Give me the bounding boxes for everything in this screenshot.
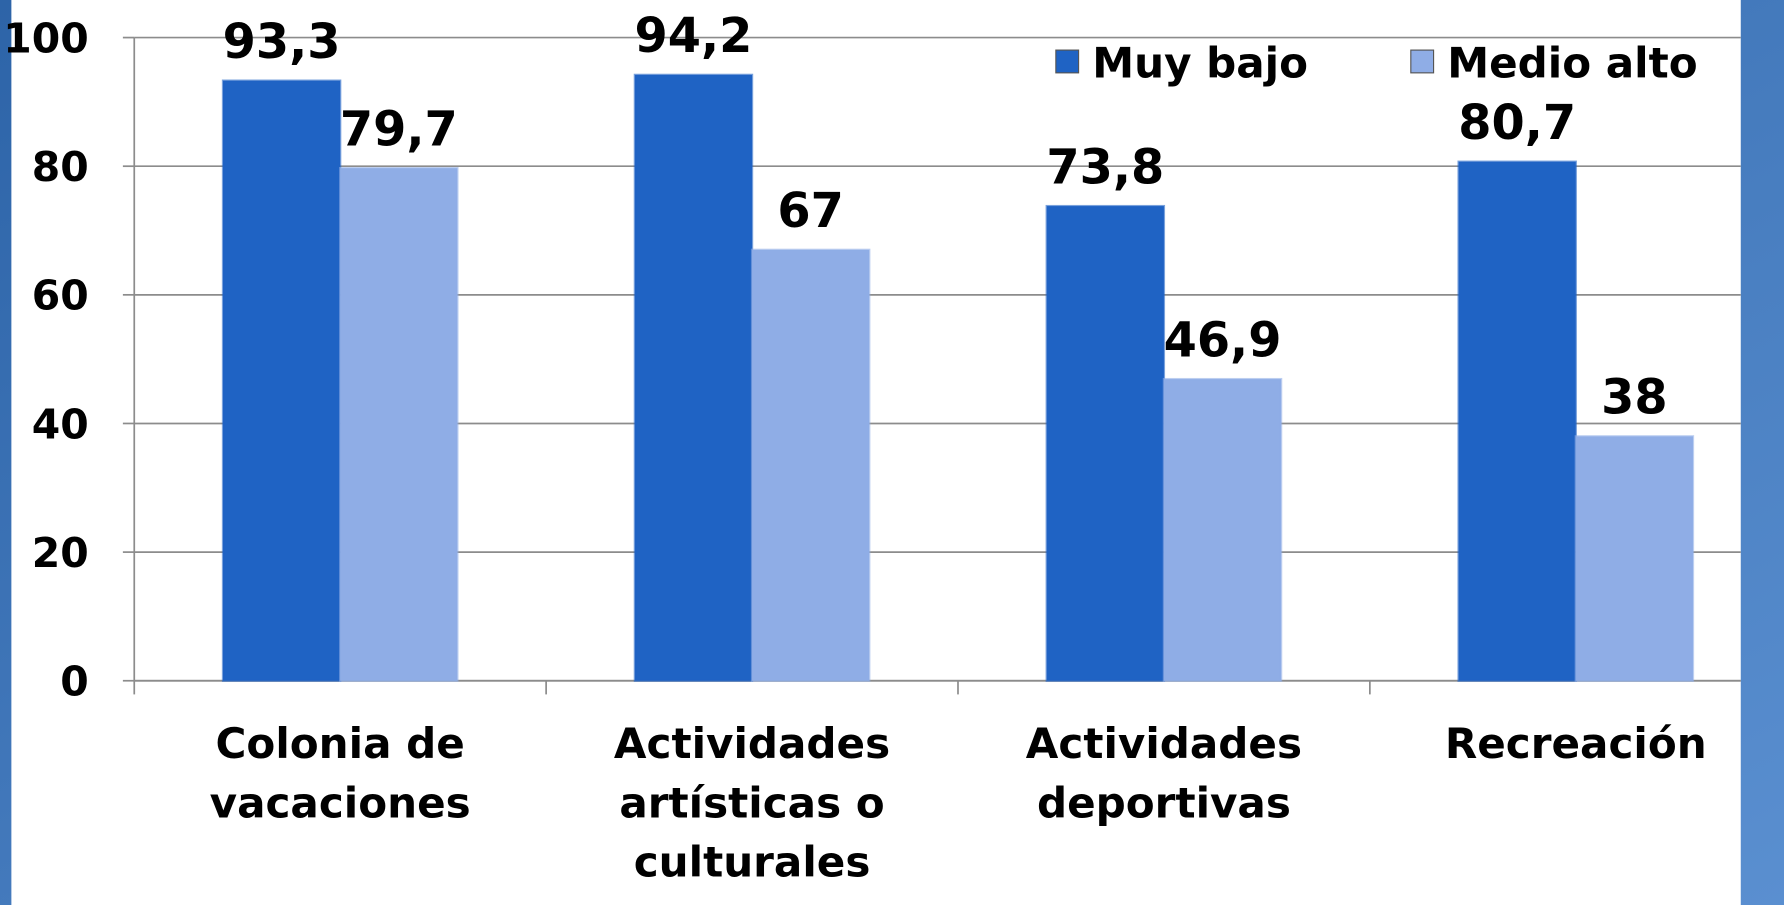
value-label: 93,3 bbox=[223, 15, 341, 70]
bar bbox=[1045, 204, 1166, 682]
legend-swatch bbox=[1410, 49, 1435, 74]
value-label: 79,7 bbox=[340, 102, 458, 157]
value-label: 80,7 bbox=[1458, 96, 1576, 151]
x-tick-label: Colonia de vacaciones bbox=[209, 719, 471, 828]
legend-label: Muy bajo bbox=[1092, 38, 1308, 87]
value-label: 73,8 bbox=[1046, 140, 1164, 195]
y-tick-label: 60 bbox=[32, 272, 89, 320]
legend-swatch bbox=[1055, 49, 1080, 74]
x-tick-label-box: Actividades deportivas bbox=[1025, 719, 1303, 828]
bar bbox=[750, 248, 871, 682]
x-tick-label-box: Recreación bbox=[1444, 719, 1707, 769]
value-label: 94,2 bbox=[635, 9, 753, 64]
y-tick-label: 80 bbox=[32, 143, 89, 191]
x-tick-label: Actividades artísticas o culturales bbox=[613, 719, 891, 887]
bar bbox=[339, 166, 459, 682]
x-tick-label-box: Actividades artísticas o culturales bbox=[613, 719, 891, 887]
x-tick-label: Recreación bbox=[1444, 719, 1707, 769]
value-label: 46,9 bbox=[1164, 313, 1282, 368]
legend-label: Medio alto bbox=[1447, 38, 1697, 87]
y-tick-label: 20 bbox=[32, 529, 89, 577]
bar bbox=[1457, 160, 1577, 682]
x-tick-label-box: Colonia de vacaciones bbox=[209, 719, 471, 828]
bar bbox=[633, 73, 754, 682]
value-label: 38 bbox=[1601, 371, 1667, 426]
bar bbox=[221, 79, 342, 682]
y-tick-label: 0 bbox=[60, 658, 89, 706]
y-tick-label: 40 bbox=[32, 400, 89, 448]
bar bbox=[1162, 377, 1283, 682]
y-tick-label: 100 bbox=[3, 14, 89, 62]
bar bbox=[1574, 435, 1695, 682]
value-label: 67 bbox=[777, 184, 843, 239]
x-tick-label: Actividades deportivas bbox=[1025, 719, 1303, 828]
